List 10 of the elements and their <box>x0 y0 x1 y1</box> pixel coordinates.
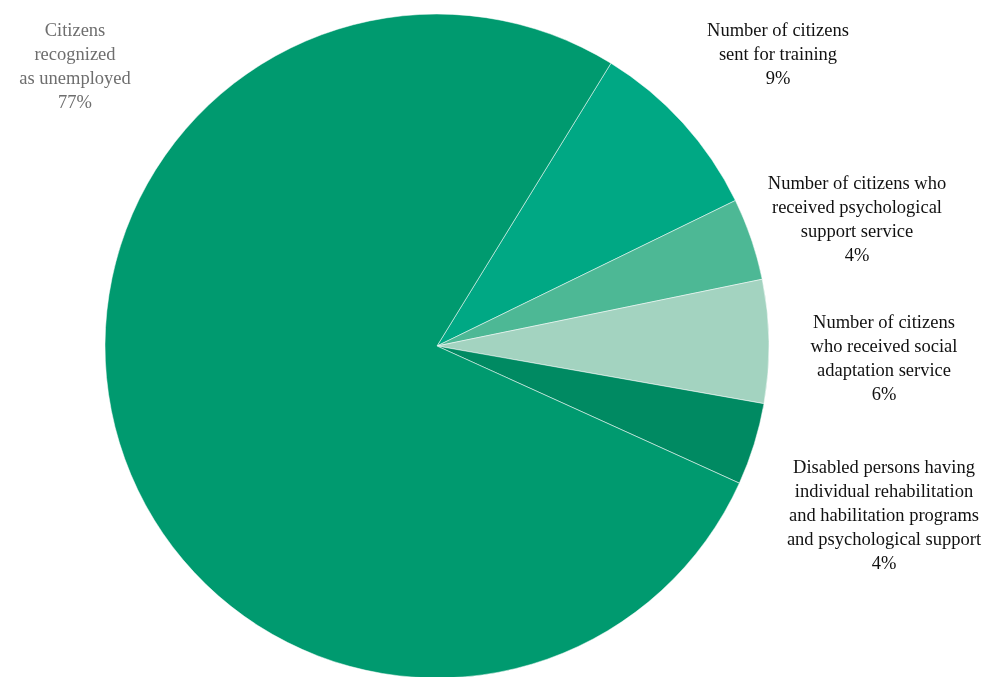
data-label: 6% <box>871 384 897 404</box>
slice-label: Citizens recognized as unemployed <box>19 20 132 88</box>
data-label: 4% <box>844 245 870 265</box>
data-label: 4% <box>871 553 897 573</box>
slice-label: Number of citizens who received social adaptation service <box>810 312 958 380</box>
slice-label: Disabled persons having individual rehabilitation and habilitation programs and psychological support <box>786 457 982 549</box>
data-label: 77% <box>58 92 92 112</box>
slice-label: Number of citizens sent for training <box>707 20 849 64</box>
data-label: 9% <box>765 68 791 88</box>
slice-label: Number of citizens who received psychological support service <box>767 173 947 241</box>
